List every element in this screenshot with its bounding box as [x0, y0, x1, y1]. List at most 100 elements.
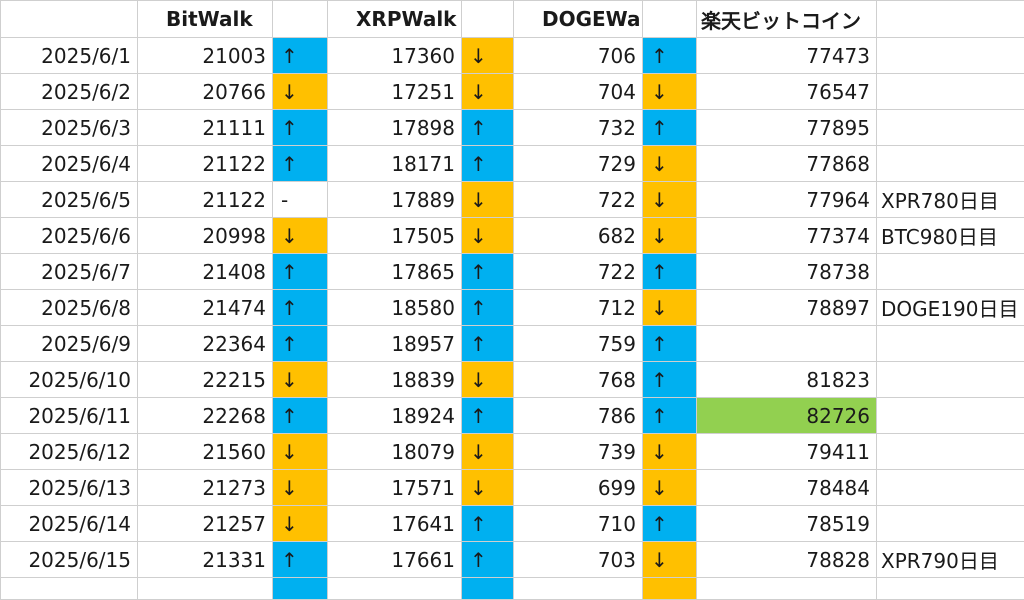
bitwalk-trend-cell[interactable]: ↓ — [273, 470, 328, 506]
bitwalk-value-cell[interactable]: 21560 — [138, 434, 273, 470]
xrpwalk-value-cell[interactable]: 17661 — [328, 542, 462, 578]
xrpwalk-value-cell[interactable]: 17889 — [328, 182, 462, 218]
xrpwalk-value-cell[interactable]: 18957 — [328, 326, 462, 362]
header-bitwalk-arrow[interactable] — [273, 1, 328, 38]
date-cell[interactable]: 2025/6/1 — [1, 38, 138, 74]
xrpwalk-trend-cell[interactable]: ↑ — [462, 542, 514, 578]
rakuten-bitcoin-value-cell[interactable]: 77473 — [697, 38, 877, 74]
date-cell[interactable]: 2025/6/9 — [1, 326, 138, 362]
note-cell[interactable] — [877, 362, 1024, 398]
note-cell[interactable] — [877, 470, 1024, 506]
xrpwalk-trend-cell[interactable]: ↑ — [462, 506, 514, 542]
date-cell[interactable]: 2025/6/7 — [1, 254, 138, 290]
xrpwalk-trend-cell[interactable]: ↑ — [462, 290, 514, 326]
xrpwalk-trend-cell[interactable]: ↓ — [462, 38, 514, 74]
rakuten-bitcoin-value-cell[interactable]: 77374 — [697, 218, 877, 254]
note-cell[interactable] — [877, 506, 1024, 542]
bitwalk-value-cell[interactable]: 21257 — [138, 506, 273, 542]
dogewalk-value-cell[interactable]: 739 — [514, 434, 643, 470]
bitwalk-trend-cell[interactable]: ↓ — [273, 506, 328, 542]
bitwalk-value-cell[interactable]: 21474 — [138, 290, 273, 326]
xrpwalk-trend-cell[interactable]: ↑ — [462, 326, 514, 362]
note-cell[interactable] — [877, 434, 1024, 470]
date-cell[interactable]: 2025/6/12 — [1, 434, 138, 470]
note-cell[interactable]: DOGE190日目 — [877, 290, 1024, 326]
dogewalk-trend-cell[interactable]: ↑ — [643, 362, 697, 398]
dogewalk-trend-cell[interactable]: ↑ — [643, 398, 697, 434]
dogewalk-trend-cell[interactable]: ↓ — [643, 434, 697, 470]
rakuten-bitcoin-value-cell[interactable] — [697, 326, 877, 362]
date-cell[interactable]: 2025/6/2 — [1, 74, 138, 110]
dogewalk-trend-cell[interactable]: ↑ — [643, 254, 697, 290]
bitwalk-value-cell[interactable]: 20766 — [138, 74, 273, 110]
bitwalk-value-cell[interactable]: 21003 — [138, 38, 273, 74]
dogewalk-value-cell[interactable]: 732 — [514, 110, 643, 146]
dogewalk-value-cell[interactable]: 710 — [514, 506, 643, 542]
bitwalk-trend-cell[interactable]: ↑ — [273, 542, 328, 578]
header-date[interactable] — [1, 1, 138, 38]
bitwalk-value-cell[interactable]: 21273 — [138, 470, 273, 506]
dogewalk-value-cell[interactable]: 703 — [514, 542, 643, 578]
dogewalk-trend-cell[interactable]: ↓ — [643, 146, 697, 182]
xrpwalk-trend-cell[interactable]: ↓ — [462, 362, 514, 398]
bitwalk-trend-cell[interactable]: ↑ — [273, 290, 328, 326]
bitwalk-trend-cell[interactable]: ↑ — [273, 146, 328, 182]
dogewalk-trend-cell[interactable]: ↓ — [643, 470, 697, 506]
rakuten-bitcoin-value-cell[interactable]: 78828 — [697, 542, 877, 578]
dogewalk-trend-cell[interactable]: ↓ — [643, 182, 697, 218]
header-rakuten-bitcoin[interactable]: 楽天ビットコイン — [697, 1, 877, 38]
note-cell[interactable] — [877, 146, 1024, 182]
bitwalk-trend-cell[interactable]: ↓ — [273, 362, 328, 398]
dogewalk-trend-cell[interactable]: ↓ — [643, 290, 697, 326]
date-cell[interactable]: 2025/6/3 — [1, 110, 138, 146]
note-cell[interactable] — [877, 38, 1024, 74]
xrpwalk-value-cell[interactable]: 18924 — [328, 398, 462, 434]
bitwalk-trend-cell[interactable]: ↑ — [273, 254, 328, 290]
rakuten-bitcoin-value-cell[interactable]: 78484 — [697, 470, 877, 506]
dogewalk-value-cell[interactable]: 786 — [514, 398, 643, 434]
bitwalk-value-cell[interactable]: 21408 — [138, 254, 273, 290]
dogewalk-value-cell[interactable]: 722 — [514, 182, 643, 218]
bitwalk-trend-cell[interactable]: ↑ — [273, 110, 328, 146]
bitwalk-value-cell[interactable]: 21111 — [138, 110, 273, 146]
dogewalk-value-cell[interactable]: 706 — [514, 38, 643, 74]
bitwalk-trend-cell[interactable]: ↓ — [273, 218, 328, 254]
bitwalk-trend-cell[interactable]: ↓ — [273, 74, 328, 110]
dogewalk-trend-cell[interactable]: ↓ — [643, 542, 697, 578]
date-cell[interactable]: 2025/6/13 — [1, 470, 138, 506]
date-cell[interactable]: 2025/6/8 — [1, 290, 138, 326]
xrpwalk-value-cell[interactable]: 17360 — [328, 38, 462, 74]
xrpwalk-value-cell[interactable]: 17571 — [328, 470, 462, 506]
bitwalk-value-cell[interactable]: 21122 — [138, 146, 273, 182]
note-cell[interactable] — [877, 254, 1024, 290]
header-bitwalk[interactable]: BitWalk — [138, 1, 273, 38]
bitwalk-value-cell[interactable]: 20998 — [138, 218, 273, 254]
xrpwalk-value-cell[interactable]: 18839 — [328, 362, 462, 398]
xrpwalk-trend-cell[interactable]: ↓ — [462, 470, 514, 506]
date-cell[interactable]: 2025/6/6 — [1, 218, 138, 254]
dogewalk-value-cell[interactable]: 712 — [514, 290, 643, 326]
dogewalk-value-cell[interactable]: 682 — [514, 218, 643, 254]
xrpwalk-trend-cell[interactable]: ↑ — [462, 110, 514, 146]
rakuten-bitcoin-value-cell[interactable]: 77895 — [697, 110, 877, 146]
xrpwalk-value-cell[interactable]: 18079 — [328, 434, 462, 470]
xrpwalk-value-cell[interactable]: 17251 — [328, 74, 462, 110]
dogewalk-trend-cell[interactable]: ↓ — [643, 218, 697, 254]
dogewalk-value-cell[interactable]: 699 — [514, 470, 643, 506]
bitwalk-value-cell[interactable]: 22215 — [138, 362, 273, 398]
xrpwalk-value-cell[interactable]: 17898 — [328, 110, 462, 146]
date-cell[interactable]: 2025/6/15 — [1, 542, 138, 578]
dogewalk-value-cell[interactable]: 768 — [514, 362, 643, 398]
xrpwalk-value-cell[interactable]: 17865 — [328, 254, 462, 290]
rakuten-bitcoin-value-cell[interactable]: 78519 — [697, 506, 877, 542]
bitwalk-trend-cell[interactable]: - — [273, 182, 328, 218]
date-cell[interactable]: 2025/6/5 — [1, 182, 138, 218]
note-cell[interactable] — [877, 398, 1024, 434]
xrpwalk-trend-cell[interactable]: ↓ — [462, 434, 514, 470]
dogewalk-trend-cell[interactable]: ↑ — [643, 38, 697, 74]
xrpwalk-trend-cell[interactable]: ↓ — [462, 182, 514, 218]
bitwalk-value-cell[interactable]: 21331 — [138, 542, 273, 578]
xrpwalk-trend-cell[interactable]: ↑ — [462, 254, 514, 290]
note-cell[interactable]: XPR790日目 — [877, 542, 1024, 578]
header-note[interactable] — [877, 1, 1024, 38]
